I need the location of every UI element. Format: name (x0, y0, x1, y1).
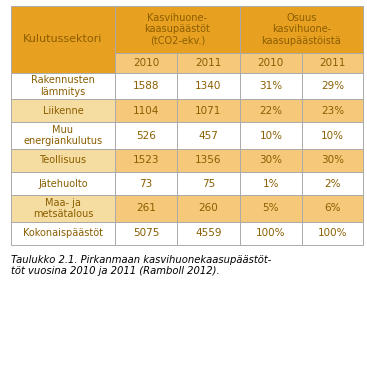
Text: 5%: 5% (263, 204, 279, 213)
Text: 2011: 2011 (320, 58, 346, 68)
Text: 100%: 100% (256, 228, 286, 238)
Text: Kokonaispäästöt: Kokonaispäästöt (23, 228, 103, 238)
Text: 2010: 2010 (133, 58, 159, 68)
Bar (177, 122, 240, 149)
Text: 6%: 6% (324, 204, 341, 213)
Bar (177, 172, 240, 195)
Bar (115, 73, 177, 99)
Bar (240, 122, 302, 149)
Bar (302, 172, 363, 195)
Text: 1588: 1588 (133, 81, 159, 91)
Text: 1104: 1104 (133, 106, 159, 116)
Bar (11, 6, 115, 73)
Text: Taulukko 2.1. Pirkanmaan kasvihuonekaasupäästöt-
töt vuosina 2010 ja 2011 (Rambo: Taulukko 2.1. Pirkanmaan kasvihuonekaasu… (11, 255, 271, 276)
Text: Kulutussektori: Kulutussektori (23, 34, 103, 44)
Text: 4559: 4559 (195, 228, 222, 238)
Bar (177, 99, 240, 122)
Text: Liikenne: Liikenne (43, 106, 83, 116)
Bar (177, 222, 240, 245)
Bar (11, 122, 115, 149)
Text: Jätehuolto: Jätehuolto (38, 179, 88, 189)
Bar (177, 149, 240, 172)
Text: 30%: 30% (321, 155, 344, 165)
Bar (11, 222, 115, 245)
Text: 10%: 10% (259, 131, 282, 140)
Text: 29%: 29% (321, 81, 344, 91)
Bar (177, 195, 240, 222)
Text: 73: 73 (139, 179, 153, 189)
Bar (302, 222, 363, 245)
Text: 1%: 1% (263, 179, 279, 189)
Bar (302, 99, 363, 122)
Bar (11, 172, 115, 195)
Text: 30%: 30% (259, 155, 282, 165)
Text: 75: 75 (202, 179, 215, 189)
Bar (240, 53, 302, 73)
Text: 10%: 10% (321, 131, 344, 140)
Bar (177, 73, 240, 99)
Text: Rakennusten
lämmitys: Rakennusten lämmitys (31, 75, 95, 97)
Bar (115, 122, 177, 149)
Bar (302, 122, 363, 149)
Bar (115, 53, 177, 73)
Text: 1523: 1523 (133, 155, 159, 165)
Bar (115, 172, 177, 195)
Text: 261: 261 (136, 204, 156, 213)
Text: 1356: 1356 (195, 155, 222, 165)
Text: 1340: 1340 (195, 81, 222, 91)
Bar (115, 195, 177, 222)
Bar (177, 53, 240, 73)
Text: Muu
energiankulutus: Muu energiankulutus (23, 125, 102, 146)
Bar (11, 99, 115, 122)
Bar (115, 222, 177, 245)
Bar (302, 195, 363, 222)
Text: 2%: 2% (324, 179, 341, 189)
Bar (240, 222, 302, 245)
Text: 31%: 31% (259, 81, 283, 91)
Bar (11, 195, 115, 222)
Bar (240, 149, 302, 172)
Text: Kasvihuone-
kaasupäästöt
(tCO2-ekv.): Kasvihuone- kaasupäästöt (tCO2-ekv.) (144, 12, 210, 46)
Text: 23%: 23% (321, 106, 344, 116)
Bar (240, 99, 302, 122)
Text: 5075: 5075 (133, 228, 159, 238)
Bar (240, 6, 363, 53)
Text: 22%: 22% (259, 106, 283, 116)
Bar (302, 73, 363, 99)
Text: Maa- ja
metsätalous: Maa- ja metsätalous (33, 198, 93, 219)
Text: Osuus
kasvihuone-
kaasupäästöistä: Osuus kasvihuone- kaasupäästöistä (262, 12, 341, 46)
Bar (302, 53, 363, 73)
Bar (302, 149, 363, 172)
Bar (240, 73, 302, 99)
Bar (115, 149, 177, 172)
Text: 260: 260 (199, 204, 218, 213)
Bar (240, 172, 302, 195)
Bar (11, 73, 115, 99)
Bar (115, 6, 240, 53)
Text: 526: 526 (136, 131, 156, 140)
Bar (11, 149, 115, 172)
Bar (115, 99, 177, 122)
Text: 100%: 100% (318, 228, 348, 238)
Text: 1071: 1071 (195, 106, 222, 116)
Bar (240, 195, 302, 222)
Text: Teollisuus: Teollisuus (39, 155, 87, 165)
Text: 2011: 2011 (195, 58, 222, 68)
Text: 457: 457 (199, 131, 218, 140)
Text: 2010: 2010 (258, 58, 284, 68)
